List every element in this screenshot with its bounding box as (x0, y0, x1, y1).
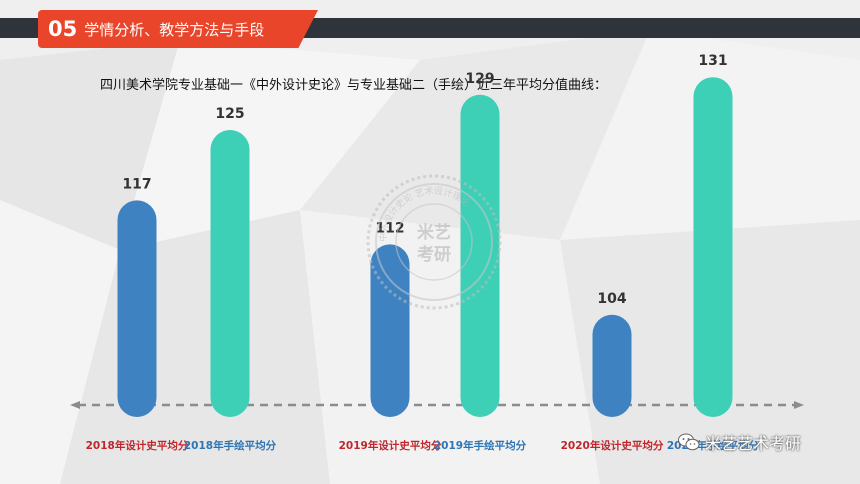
section-number: 05 (48, 17, 78, 41)
bar-2 (210, 130, 250, 417)
bar-5 (592, 314, 632, 417)
category-label-4: 2019年手绘平均分 (434, 439, 527, 452)
watermark-center-text: 米艺考研 (416, 222, 451, 265)
bar-1 (117, 200, 157, 417)
bar-4 (460, 94, 500, 418)
baseline-arrow-left (70, 401, 80, 409)
wechat-icon (678, 433, 700, 451)
bar-3 (370, 244, 410, 417)
value-label-4: 129 (465, 71, 494, 87)
value-label-6: 131 (698, 53, 727, 69)
watermark-seal: 中外设计史论 艺术设计理论 米艺考研 (366, 174, 502, 310)
category-label-3: 2019年设计史平均分 (339, 439, 442, 452)
section-title-tab: 05 学情分析、教学方法与手段 (38, 10, 318, 48)
category-label-1: 2018年设计史平均分 (86, 439, 189, 452)
bar-6 (693, 77, 733, 417)
category-label-2: 2018年手绘平均分 (184, 439, 277, 452)
value-label-5: 104 (597, 291, 626, 307)
value-label-2: 125 (215, 106, 244, 122)
category-label-5: 2020年设计史平均分 (561, 439, 664, 452)
value-label-1: 117 (122, 176, 151, 192)
chart-subtitle: 四川美术学院专业基础一《中外设计史论》与专业基础二（手绘）近三年平均分值曲线： (100, 78, 608, 93)
section-title: 学情分析、教学方法与手段 (84, 20, 265, 39)
brand-badge: 米艺艺术考研 (677, 430, 801, 454)
baseline-arrow-right (794, 401, 804, 409)
brand-text: 米艺艺术考研 (705, 434, 802, 453)
